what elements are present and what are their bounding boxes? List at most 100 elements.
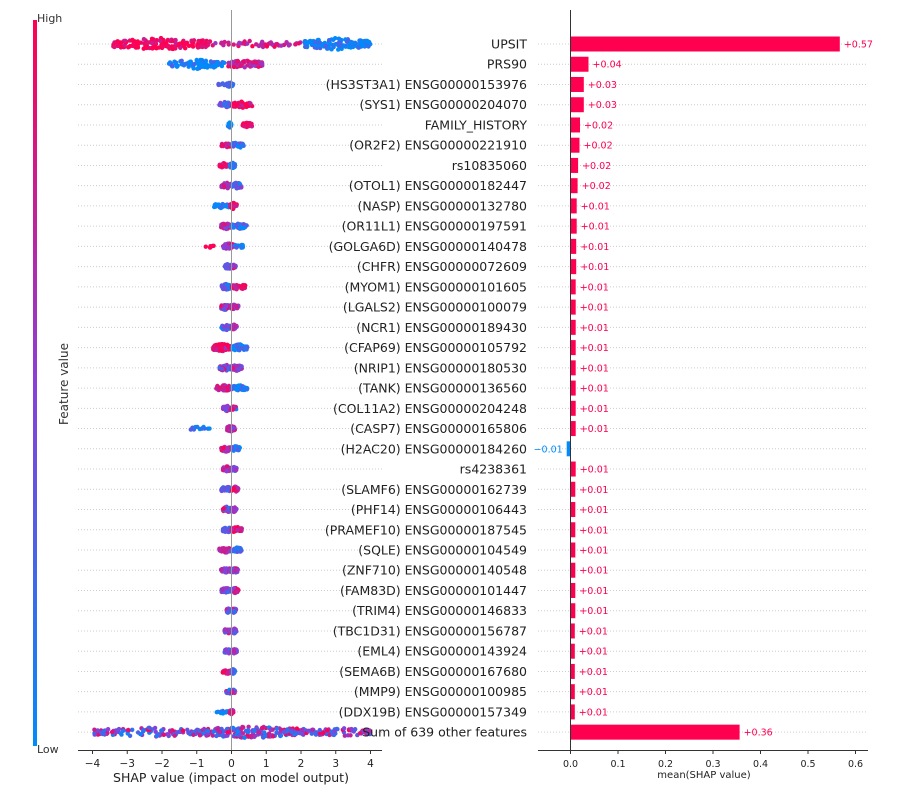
feature-label: (TRIM4) ENSG00000146833 — [352, 603, 527, 618]
feature-label: rs10835060 — [452, 158, 527, 173]
beeswarm-point — [228, 120, 233, 126]
beeswarm-point — [233, 285, 238, 291]
beeswarm-point — [205, 65, 210, 70]
feature-labels: UPSIT PRS90 (HS3ST3A1) ENSG00000153976 (SYS… — [325, 37, 527, 740]
bar-value-label: +0.02 — [582, 181, 611, 192]
beeswarm-point — [237, 181, 242, 186]
beeswarm-point — [219, 567, 224, 572]
beeswarm-point — [222, 342, 227, 347]
beeswarm-point — [237, 40, 242, 45]
x-tick-label: 0.5 — [800, 759, 815, 770]
beeswarm-point — [190, 42, 195, 48]
beeswarm-point — [233, 508, 238, 513]
beeswarm-point — [231, 648, 237, 654]
bar-value-label: +0.01 — [581, 222, 610, 233]
beeswarm-point — [236, 486, 241, 491]
beeswarm-point — [226, 64, 231, 69]
beeswarm-point — [244, 104, 249, 110]
beeswarm-point — [239, 364, 244, 369]
beeswarm-point — [327, 732, 332, 738]
beeswarm-point — [297, 730, 303, 736]
beeswarm-point — [180, 40, 185, 45]
beeswarm-point — [250, 44, 255, 49]
beeswarm-point — [323, 43, 328, 48]
beeswarm-point — [214, 733, 219, 739]
bar — [570, 97, 584, 113]
beeswarm-point — [149, 36, 155, 41]
beeswarm-point — [256, 730, 261, 735]
bar — [570, 238, 577, 254]
beeswarm-point — [199, 44, 204, 49]
beeswarm-point — [191, 732, 196, 737]
beeswarm-point — [278, 733, 284, 738]
beeswarm-point — [284, 40, 289, 45]
beeswarm-point — [260, 39, 265, 44]
beeswarm-point — [197, 728, 202, 733]
bar-value-label: +0.01 — [580, 384, 609, 395]
bar — [570, 623, 575, 639]
beeswarm-point — [157, 38, 163, 43]
beeswarm-point — [232, 347, 238, 353]
colorbar-title: Feature value — [57, 343, 71, 425]
beeswarm-point — [141, 37, 147, 42]
beeswarm-point — [230, 386, 235, 392]
beeswarm-point — [220, 366, 225, 372]
bar-value-label: +0.04 — [593, 60, 622, 71]
beeswarm-point — [174, 730, 179, 735]
feature-label: (SYS1) ENSG00000204070 — [359, 97, 527, 112]
beeswarm-point — [225, 730, 230, 735]
beeswarm-point — [332, 729, 337, 734]
beeswarm-point — [166, 43, 171, 49]
beeswarm-point — [326, 38, 332, 43]
beeswarm-point — [293, 42, 298, 47]
beeswarm-point — [186, 730, 191, 736]
feature-label: (GOLGA6D) ENSG00000140478 — [329, 239, 527, 254]
feature-label: (DDX19B) ENSG00000157349 — [339, 704, 527, 719]
bar-value-label: +0.01 — [580, 424, 609, 435]
beeswarm-point — [231, 200, 236, 206]
x-tick-label: 3 — [332, 758, 339, 770]
beeswarm-point — [313, 730, 319, 735]
beeswarm-point — [245, 729, 251, 735]
beeswarm-point — [200, 426, 205, 431]
beeswarm-point — [367, 728, 372, 734]
bar — [570, 684, 575, 700]
beeswarm-point — [223, 164, 228, 169]
beeswarm-point — [213, 202, 218, 207]
beeswarm-point — [203, 244, 208, 249]
bar-value-label: +0.01 — [580, 343, 609, 354]
beeswarm-point — [241, 41, 247, 46]
beeswarm-point — [220, 526, 226, 532]
beeswarm-point — [238, 549, 243, 554]
bar — [570, 603, 576, 619]
beeswarm-point — [115, 728, 120, 733]
bar-value-label: +0.03 — [588, 100, 617, 111]
bar-value-label: +0.01 — [579, 687, 608, 698]
feature-label: (TBC1D31) ENSG00000156787 — [333, 623, 527, 638]
beeswarm-point — [221, 245, 226, 251]
feature-label: rs4238361 — [460, 462, 527, 477]
x-tick-label: 0.3 — [705, 759, 720, 770]
beeswarm-point — [221, 506, 226, 511]
beeswarm-point — [234, 387, 239, 392]
bar-value-label: +0.02 — [584, 141, 613, 152]
feature-label: (CHFR) ENSG00000072609 — [357, 259, 527, 274]
beeswarm-point — [317, 727, 322, 733]
beeswarm-point — [239, 346, 244, 351]
x-tick-label: 0.6 — [848, 759, 863, 770]
x-tick-label: −3 — [120, 758, 135, 770]
beeswarm-point — [225, 186, 230, 191]
beeswarm-point — [211, 346, 217, 351]
beeswarm-point — [223, 547, 228, 553]
beeswarm-point — [207, 245, 213, 250]
beeswarm-point — [250, 60, 255, 65]
beeswarm-point — [299, 727, 305, 733]
beeswarm-point — [268, 40, 274, 45]
feature-label: (HS3ST3A1) ENSG00000153976 — [326, 77, 527, 92]
beeswarm-point — [153, 40, 158, 45]
beeswarm-point — [348, 45, 353, 50]
beeswarm-point — [223, 304, 229, 309]
beeswarm-point — [243, 387, 248, 392]
beeswarm-point — [222, 324, 227, 329]
